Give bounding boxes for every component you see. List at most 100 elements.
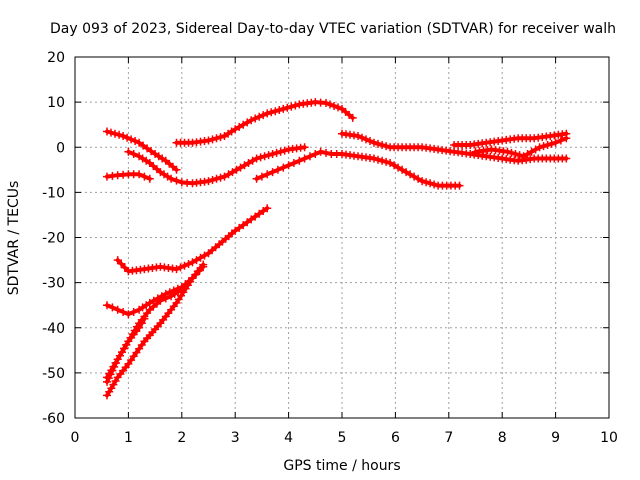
data-point	[119, 132, 128, 140]
x-axis-title: GPS time / hours	[283, 458, 400, 474]
data-point	[291, 101, 300, 110]
data-series	[103, 127, 181, 174]
data-point	[123, 133, 132, 142]
data-point	[263, 204, 272, 213]
data-point	[263, 109, 272, 118]
y-tick-label: -10	[42, 185, 65, 201]
data-point	[113, 256, 122, 265]
data-point	[216, 173, 225, 182]
data-point	[184, 260, 193, 268]
data-series	[471, 134, 571, 161]
data-point	[264, 151, 273, 160]
data-point	[115, 130, 124, 139]
y-tick-label: -60	[42, 411, 65, 427]
data-point	[311, 150, 320, 158]
data-point	[268, 168, 277, 177]
data-point	[358, 133, 366, 142]
y-tick-label: -20	[42, 231, 65, 247]
data-point	[267, 108, 276, 117]
data-point	[348, 113, 357, 122]
data-point	[374, 139, 382, 148]
x-tick-label: 1	[124, 430, 133, 446]
data-series	[172, 98, 357, 147]
data-point	[272, 148, 281, 157]
data-point	[551, 138, 560, 147]
data-point	[145, 174, 154, 183]
data-point	[107, 128, 115, 137]
data-point	[362, 135, 370, 144]
data-point	[535, 143, 544, 152]
data-point	[455, 181, 464, 190]
data-point	[322, 99, 330, 107]
data-point	[507, 148, 516, 157]
data-point	[257, 172, 266, 181]
data-point	[374, 155, 382, 164]
data-point	[289, 159, 298, 167]
data-point	[172, 165, 181, 174]
series-track	[174, 100, 355, 145]
data-point	[103, 301, 111, 310]
data-point	[562, 154, 571, 163]
data-point	[176, 263, 185, 272]
data-point	[117, 259, 126, 268]
data-point	[251, 114, 260, 123]
data-point	[124, 147, 133, 156]
y-tick-label: -40	[42, 321, 65, 337]
data-point	[511, 150, 520, 158]
data-point	[208, 176, 217, 184]
data-point	[268, 150, 277, 158]
data-point	[330, 102, 338, 110]
data-point	[108, 303, 117, 312]
data-point	[430, 180, 439, 189]
data-point	[131, 137, 140, 145]
data-point	[263, 170, 272, 179]
data-point	[103, 127, 111, 136]
data-point	[276, 147, 285, 156]
data-point	[140, 314, 149, 323]
data-point	[300, 154, 309, 163]
data-point	[539, 142, 548, 151]
data-point	[370, 154, 378, 163]
chart-title: Day 093 of 2023, Sidereal Day-to-day VTE…	[50, 21, 616, 37]
data-series	[338, 129, 571, 165]
data-point	[212, 134, 221, 143]
data-point	[284, 161, 293, 170]
data-point	[129, 308, 138, 316]
data-series	[103, 314, 149, 382]
data-point	[259, 111, 268, 120]
data-point	[418, 177, 427, 186]
x-tick-label: 10	[600, 430, 618, 446]
data-point	[295, 156, 304, 165]
x-tick-label: 4	[284, 430, 293, 446]
data-point	[244, 159, 253, 167]
data-points	[103, 98, 571, 400]
data-point	[247, 116, 256, 125]
y-tick-label: -30	[42, 276, 65, 292]
data-point	[562, 134, 571, 143]
data-point	[287, 102, 296, 111]
data-point	[326, 100, 334, 109]
data-point	[422, 178, 431, 187]
data-point	[135, 323, 144, 332]
data-point	[271, 107, 280, 116]
data-point	[426, 179, 435, 188]
data-point	[279, 104, 288, 113]
data-point	[378, 156, 387, 165]
grid	[75, 57, 609, 418]
data-point	[556, 136, 565, 145]
data-point	[252, 154, 261, 163]
data-point	[515, 151, 524, 160]
data-point	[140, 172, 149, 181]
y-tick-label: 20	[47, 50, 65, 66]
y-tick-label: 10	[47, 95, 65, 111]
data-series	[103, 274, 197, 400]
x-tick-label: 8	[498, 430, 507, 446]
data-point	[300, 143, 309, 152]
x-tick-label: 6	[391, 430, 400, 446]
data-point	[279, 163, 288, 172]
data-point	[370, 138, 378, 147]
data-point	[275, 106, 284, 114]
y-tick-label: 0	[56, 140, 65, 156]
data-point	[172, 265, 181, 274]
data-point	[382, 142, 391, 151]
